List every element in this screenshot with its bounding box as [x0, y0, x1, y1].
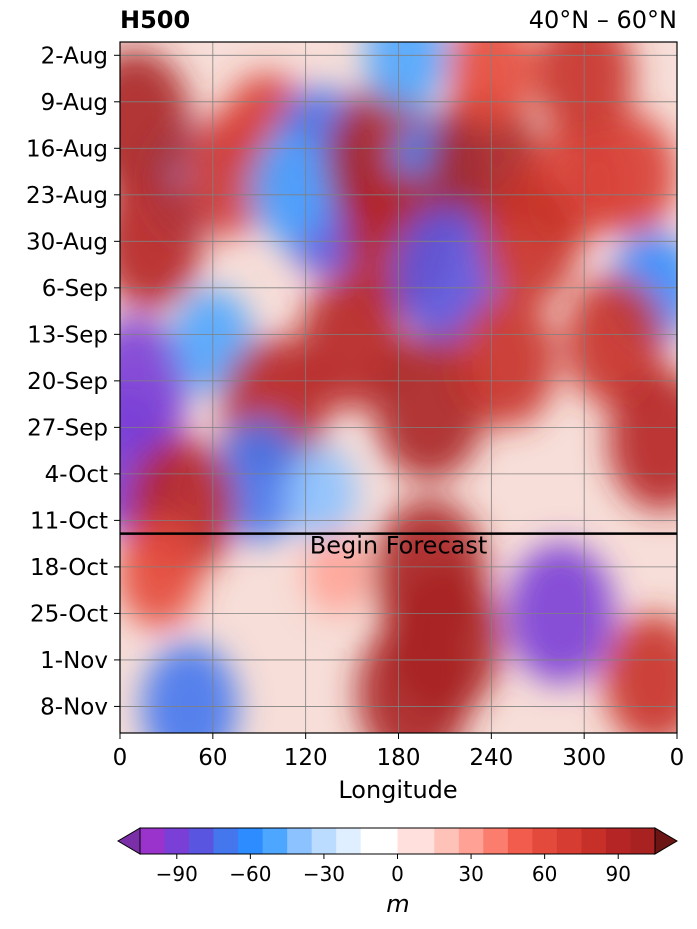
x-axis-label: Longitude [338, 776, 457, 804]
y-tick-label-12: 25-Oct [30, 601, 108, 627]
colorbar-segment-10 [397, 828, 435, 854]
x-tick-label-5: 300 [562, 745, 606, 771]
anomaly-blob-29 [356, 618, 471, 733]
x-tick-label-4: 240 [469, 745, 513, 771]
y-tick-label-11: 18-Oct [30, 555, 108, 581]
anomaly-blob-5 [248, 133, 332, 243]
colorbar-segment-8 [336, 828, 362, 854]
y-tick-label-3: 23-Aug [26, 183, 108, 209]
y-tick-label-1: 9-Aug [41, 90, 108, 116]
y-tick-label-4: 30-Aug [26, 229, 108, 255]
y-tick-label-5: 6-Sep [42, 276, 108, 302]
colorbar-segment-7 [311, 828, 337, 854]
colorbar-segment-4 [238, 828, 264, 854]
anomaly-blob-32 [141, 642, 238, 733]
colorbar-segment-14 [507, 828, 533, 854]
colorbar-segment-19 [630, 828, 656, 854]
colorbar-segment-18 [605, 828, 631, 854]
y-tick-label-10: 11-Oct [30, 508, 108, 534]
grid-lines [120, 42, 677, 733]
colorbar-segment-12 [458, 828, 484, 854]
anomaly-blob-21 [212, 419, 306, 543]
anomaly-blob-14 [120, 49, 191, 195]
colorbar-extend-high [654, 827, 678, 855]
forecast-label: Begin Forecast [310, 532, 488, 560]
colorbar-tick-label-2: −30 [303, 862, 345, 886]
colorbar-segment-3 [213, 828, 239, 854]
chart-region-label: 40°N – 60°N [528, 6, 677, 34]
x-tick-label-0: 0 [113, 745, 128, 771]
anomaly-blobs [120, 42, 677, 733]
colorbar-tick-label-5: 60 [532, 862, 557, 886]
colorbar-segment-15 [532, 828, 558, 854]
anomaly-field [120, 42, 677, 733]
colorbar-segment-13 [483, 828, 509, 854]
y-tick-label-14: 8-Nov [40, 694, 108, 720]
y-tick-label-9: 4-Oct [45, 462, 108, 488]
colorbar-segment-1 [164, 828, 190, 854]
anomaly-blob-20 [374, 334, 485, 481]
y-tick-label-2: 16-Aug [26, 136, 108, 162]
anomaly-blob-25 [565, 274, 666, 407]
y-tick-label-7: 20-Sep [27, 369, 108, 395]
anomaly-blob-12 [584, 113, 677, 237]
anomaly-blob-22 [285, 445, 358, 542]
anomaly-blob-36 [364, 42, 448, 111]
anomaly-blob-19 [300, 272, 404, 410]
colorbar-extend-low [117, 827, 141, 855]
colorbar-tick-label-6: 90 [605, 862, 630, 886]
colorbar-segment-16 [556, 828, 582, 854]
x-axis: 0 60 120 180 240 300 0 [113, 733, 685, 771]
anomaly-blob-10 [393, 206, 497, 343]
plot-area: Begin Forecast [119, 41, 678, 734]
anomaly-blob-31 [120, 518, 200, 629]
y-axis: 2-Aug 9-Aug 16-Aug 23-Aug 30-Aug 6-Sep 13-Sep 2… [26, 43, 120, 720]
y-tick-label-13: 1-Nov [40, 648, 108, 674]
y-tick-label-8: 27-Sep [27, 415, 108, 441]
colorbar: −90 −60 −30 0 30 60 90 [117, 827, 678, 886]
anomaly-blob-33 [603, 613, 677, 733]
colorbar-tick-label-1: −60 [229, 862, 271, 886]
x-tick-label-6: 0 [670, 745, 685, 771]
anomaly-blob-34 [305, 532, 368, 615]
colorbar-tick-label-4: 30 [458, 862, 483, 886]
colorbar-label: m [386, 890, 409, 918]
colorbar-segment-11 [434, 828, 460, 854]
x-tick-label-2: 120 [284, 745, 328, 771]
colorbar-segment-2 [189, 828, 215, 854]
x-tick-label-3: 180 [377, 745, 421, 771]
colorbar-segment-6 [287, 828, 313, 854]
x-tick-label-1: 60 [198, 745, 227, 771]
y-tick-label-0: 2-Aug [41, 43, 108, 69]
anomaly-blob-24 [456, 294, 557, 427]
colorbar-tick-label-0: −90 [156, 862, 198, 886]
colorbar-tick-label-3: 0 [391, 862, 404, 886]
colorbar-segment-17 [581, 828, 607, 854]
colorbar-segment-9 [360, 828, 398, 854]
y-tick-label-6: 13-Sep [27, 322, 108, 348]
colorbar-segment-5 [262, 828, 288, 854]
anomaly-blob-26 [608, 370, 677, 512]
colorbar-segment-0 [140, 828, 166, 854]
chart-title: H500 [120, 6, 191, 34]
